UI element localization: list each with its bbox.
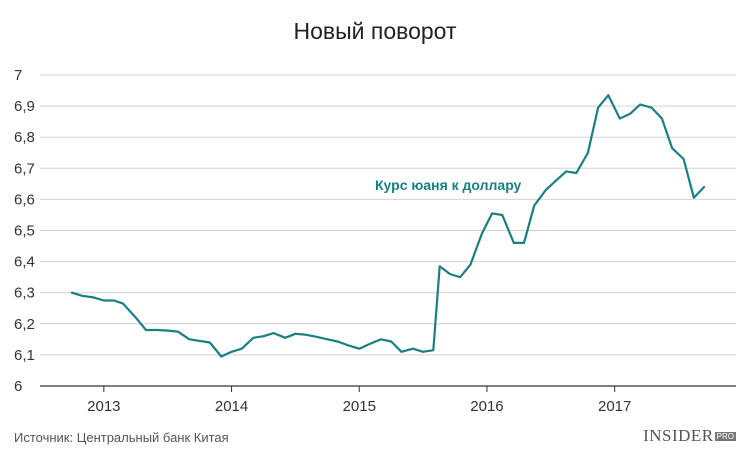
grid-lines <box>40 74 736 387</box>
brand-name: INSIDER <box>643 426 714 445</box>
x-tick-label: 2013 <box>87 398 120 415</box>
series-line <box>70 94 706 358</box>
x-tick-label: 2014 <box>215 398 248 415</box>
y-tick-label: 6,4 <box>14 254 35 271</box>
y-tick-label: 6,2 <box>14 316 35 333</box>
y-tick-label: 6,1 <box>14 347 35 364</box>
insider-pro-logo: INSIDER PRO <box>643 426 736 446</box>
series-layer <box>70 94 706 358</box>
y-tick-label: 6,5 <box>14 223 35 240</box>
y-tick-label: 6,6 <box>14 191 35 208</box>
y-tick-label: 7 <box>14 67 22 84</box>
x-tick-label: 2015 <box>343 398 376 415</box>
y-tick-label: 6 <box>14 378 22 395</box>
chart-title: Новый поворот <box>293 18 457 44</box>
source-note: Источник: Центральный банк Китая <box>14 430 229 445</box>
brand-suffix: PRO <box>714 432 736 441</box>
x-axis-ticks: 2013 2014 2015 2016 2017 <box>87 386 631 415</box>
x-tick-label: 2017 <box>598 398 631 415</box>
y-tick-label: 6,8 <box>14 129 35 146</box>
y-axis-tick-labels: 6 6,1 6,2 6,3 6,4 6,5 6,6 6,7 6,8 6,9 7 <box>14 67 35 395</box>
series-annotation: Курс юаня к доллару <box>375 177 522 193</box>
y-tick-label: 6,9 <box>14 98 35 115</box>
y-tick-label: 6,3 <box>14 285 35 302</box>
x-tick-label: 2016 <box>470 398 503 415</box>
y-tick-label: 6,7 <box>14 160 35 177</box>
